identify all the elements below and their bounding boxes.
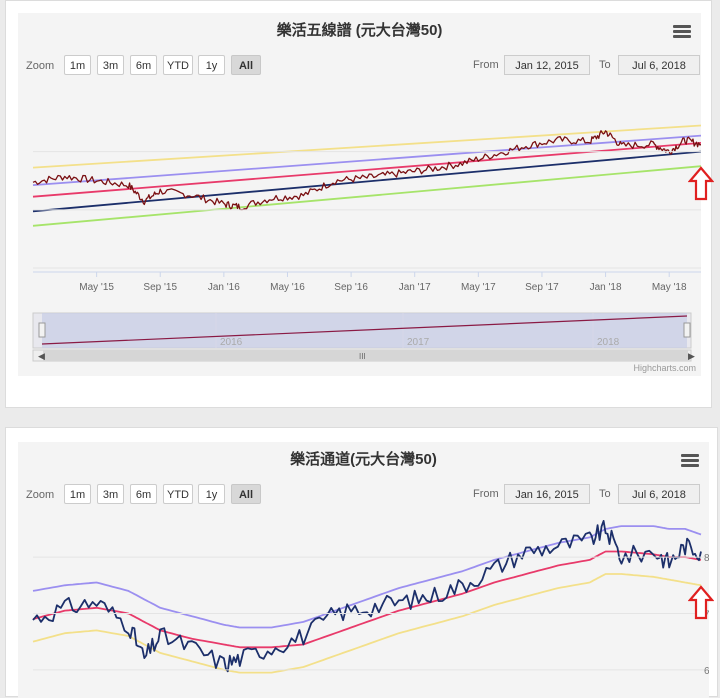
x-tick-label: Jan '16: [208, 282, 240, 293]
x-tick-label: Jan '18: [590, 282, 622, 293]
scroll-left-icon[interactable]: ◀: [38, 351, 45, 361]
from-label: From: [473, 488, 499, 500]
x-tick-label: May '17: [461, 282, 496, 293]
zoom-ytd-button[interactable]: YTD: [163, 484, 193, 504]
scrollbar-thumb[interactable]: [43, 350, 688, 361]
from-date-input[interactable]: Jan 12, 2015: [504, 55, 590, 75]
zoom-all-button[interactable]: All: [231, 484, 261, 504]
zoom-1m-button[interactable]: 1m: [64, 484, 91, 504]
chart-title: 樂活通道(元大台灣50): [290, 451, 437, 468]
navigator-series: [41, 315, 688, 345]
zoom-3m-button[interactable]: 3m: [97, 55, 124, 75]
scrollbar-grip: III: [359, 352, 366, 361]
navigator-label: 2017: [407, 337, 430, 348]
zoom-label: Zoom: [26, 489, 55, 501]
scrollbar[interactable]: ◀ ▶ III: [32, 349, 695, 362]
band-line-1[interactable]: [32, 525, 702, 629]
band-line-4[interactable]: [32, 150, 701, 213]
x-tick-label: Sep '16: [334, 282, 368, 293]
zoom-ytd-button[interactable]: YTD: [163, 55, 193, 75]
x-tick-label: May '16: [270, 282, 305, 293]
navigator-label: 2018: [597, 337, 620, 348]
hamburger-icon[interactable]: [681, 454, 699, 468]
x-tick-label: Sep '15: [143, 282, 177, 293]
y-tick-label: 60: [704, 666, 709, 677]
to-label: To: [599, 59, 611, 71]
scroll-right-icon[interactable]: ▶: [688, 351, 695, 361]
zoom-6m-button[interactable]: 6m: [130, 484, 157, 504]
from-date-input[interactable]: Jan 16, 2015: [504, 484, 590, 504]
from-label: From: [473, 59, 499, 71]
hamburger-icon[interactable]: [673, 25, 691, 39]
highcharts-credits[interactable]: Highcharts.com: [633, 363, 696, 373]
up-arrow-icon: [688, 585, 714, 620]
chart-title: 樂活五線譜 (元大台灣50): [276, 22, 443, 39]
y-tick-label: 80: [704, 553, 709, 564]
navigator-label: 2016: [220, 337, 243, 348]
x-tick-label: Sep '17: [525, 282, 559, 293]
band-line-1[interactable]: [32, 124, 701, 169]
five-line-chart: 樂活五線譜 (元大台灣50) Zoom 1m 3m 6m YTD 1y All …: [18, 13, 714, 376]
chart-card-channel: 樂活通道(元大台灣50) Zoom 1m 3m 6m YTD 1y All Fr…: [5, 427, 718, 698]
to-label: To: [599, 488, 611, 500]
price-series-line[interactable]: [32, 130, 701, 211]
plot-area: [32, 520, 702, 674]
price-series-line[interactable]: [32, 520, 702, 673]
chart2-svg: 607080: [32, 520, 709, 677]
navigator-handle-left[interactable]: [38, 322, 46, 338]
zoom-6m-button[interactable]: 6m: [130, 55, 157, 75]
zoom-1y-button[interactable]: 1y: [198, 484, 225, 504]
navigator[interactable]: 2016 2017 2018: [32, 312, 692, 349]
up-arrow-icon: [688, 166, 714, 201]
x-tick-label: Jan '17: [399, 282, 431, 293]
axis-ticks: 607080: [33, 553, 709, 677]
zoom-1m-button[interactable]: 1m: [64, 55, 91, 75]
x-tick-label: May '15: [79, 282, 114, 293]
to-date-input[interactable]: Jul 6, 2018: [618, 484, 700, 504]
zoom-1y-button[interactable]: 1y: [198, 55, 225, 75]
navigator-handle-right[interactable]: [683, 322, 691, 338]
zoom-3m-button[interactable]: 3m: [97, 484, 124, 504]
zoom-all-button[interactable]: All: [231, 55, 261, 75]
chart-card-five-line: 樂活五線譜 (元大台灣50) Zoom 1m 3m 6m YTD 1y All …: [5, 0, 714, 408]
band-line-2[interactable]: [32, 134, 701, 186]
channel-chart: 樂活通道(元大台灣50) Zoom 1m 3m 6m YTD 1y All Fr…: [18, 442, 714, 698]
band-line-5[interactable]: [32, 165, 701, 227]
to-date-input[interactable]: Jul 6, 2018: [618, 55, 700, 75]
zoom-label: Zoom: [26, 60, 55, 72]
band-line-3[interactable]: [32, 573, 702, 674]
x-tick-label: May '18: [652, 282, 687, 293]
plot-area: [32, 124, 701, 227]
